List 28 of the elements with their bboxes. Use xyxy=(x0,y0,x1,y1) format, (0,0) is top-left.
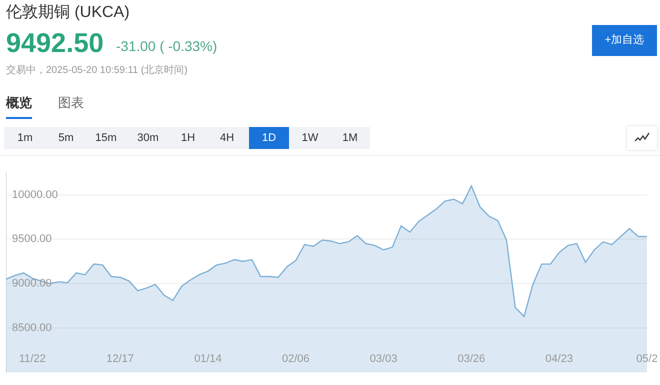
text: 15m xyxy=(94,131,118,146)
text: 1H xyxy=(180,131,196,146)
text: 1W xyxy=(300,131,320,146)
text: 1M xyxy=(341,131,359,146)
x-tick-label: 05/2 xyxy=(636,353,658,366)
text: 图表 xyxy=(58,94,84,112)
x-tick-label: 04/23 xyxy=(545,353,573,366)
text: 1D xyxy=(249,127,289,149)
text: 概览 xyxy=(6,94,32,119)
x-tick-label: 11/22 xyxy=(18,353,46,366)
x-tick-label: 01/14 xyxy=(194,353,222,366)
x-tick-label: 02/06 xyxy=(282,353,310,366)
x-tick-label: 12/17 xyxy=(106,353,134,366)
text: 9492.50 xyxy=(6,28,104,59)
text: 5m xyxy=(57,131,75,146)
y-tick-label: 8500.00 xyxy=(12,322,52,334)
x-tick-label: 03/26 xyxy=(458,353,486,366)
x-tick-label: 03/03 xyxy=(370,353,398,366)
chart-title: 伦敦期铜 (UKCA) xyxy=(6,2,130,23)
text: 4H xyxy=(218,131,236,146)
text: -31.00 ( -0.33%) xyxy=(116,38,218,54)
text: +加自选 xyxy=(592,25,657,56)
text: 1m xyxy=(16,131,34,146)
text: 30m xyxy=(136,131,160,146)
text: 交易中，2025-05-20 10:59:11 (北京时间) xyxy=(6,64,188,77)
y-tick-label: 9000.00 xyxy=(12,278,52,290)
y-tick-label: 10000.00 xyxy=(12,188,58,201)
y-tick-label: 9500.00 xyxy=(12,233,52,246)
